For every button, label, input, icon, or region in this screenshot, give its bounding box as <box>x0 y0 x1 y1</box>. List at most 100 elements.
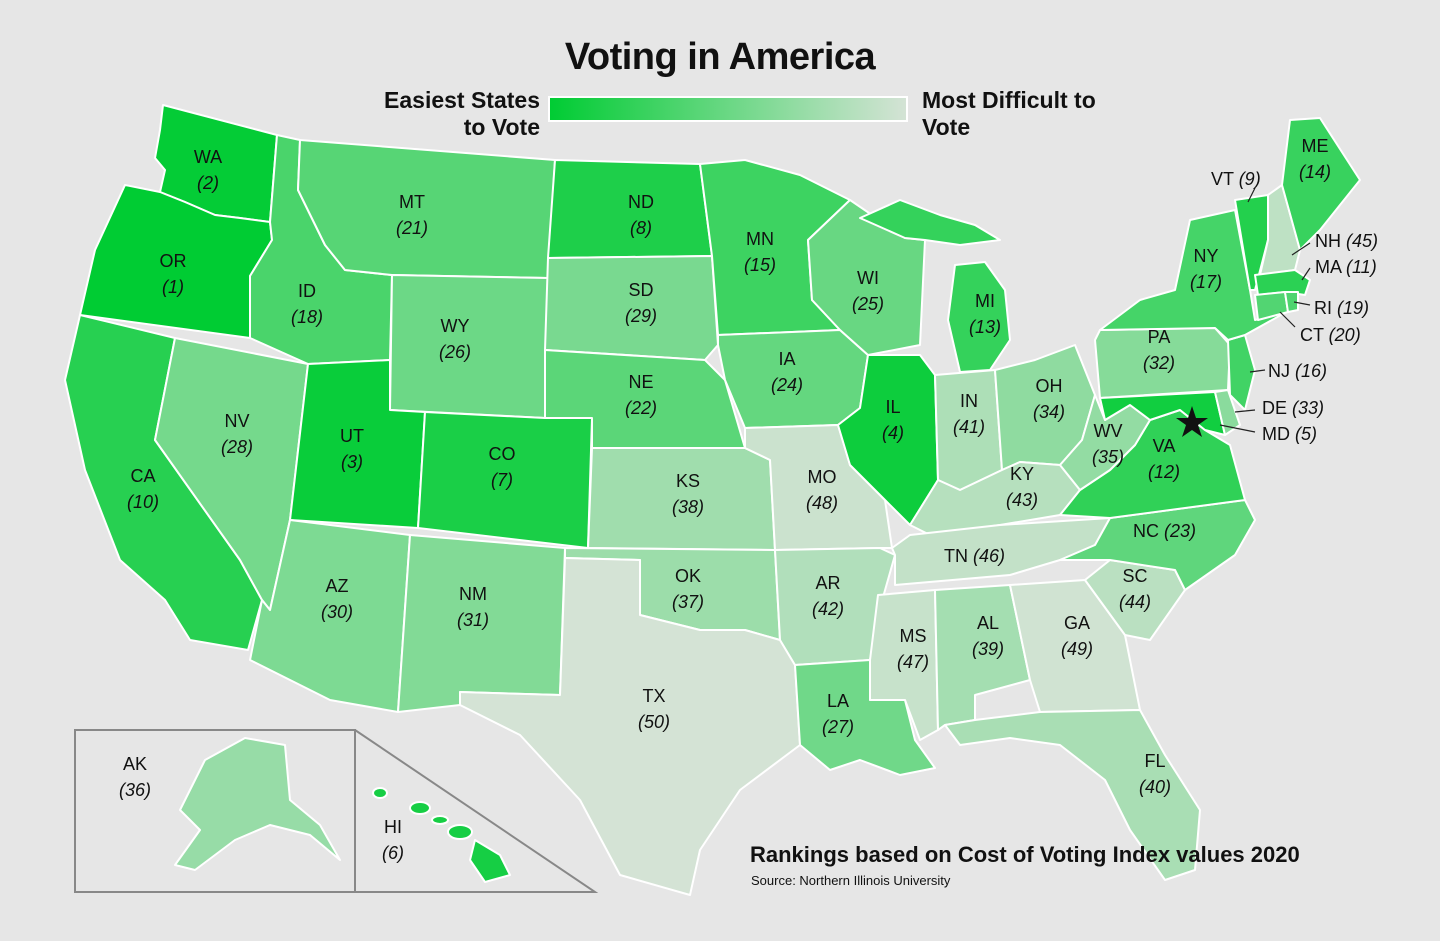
state-FL <box>944 709 1201 881</box>
state-rank-ca: (10) <box>127 492 159 512</box>
state-label-ms: MS <box>900 626 927 646</box>
state-label-ut: UT <box>340 426 364 446</box>
state-rank-pa: (32) <box>1143 353 1175 373</box>
state-label-mo: MO <box>808 467 837 487</box>
state-rank-wi: (25) <box>852 294 884 314</box>
state-label-fl: FL <box>1144 751 1165 771</box>
state-DE <box>1214 389 1241 436</box>
legend-hardest-label: Most Difficult to Vote <box>922 87 1096 140</box>
state-label-il: IL <box>885 397 900 417</box>
state-rank-tn: (46) <box>973 546 1005 566</box>
state-WI <box>807 199 926 356</box>
state-label-ny: NY <box>1193 246 1218 266</box>
state-label-or: OR <box>160 251 187 271</box>
state-rank-wy: (26) <box>439 342 471 362</box>
state-rank-ma: (11) <box>1346 257 1377 277</box>
state-label-id: ID <box>298 281 316 301</box>
state-label-hi: HI <box>384 817 402 837</box>
state-rank-ak: (36) <box>119 780 151 800</box>
state-label-oh: OH <box>1036 376 1063 396</box>
state-TX <box>459 557 801 896</box>
state-RI <box>1284 291 1299 313</box>
state-label-ga: GA <box>1064 613 1090 633</box>
state-label-mi: MI <box>975 291 995 311</box>
state-rank-ny: (17) <box>1190 272 1222 292</box>
state-rank-wa: (2) <box>197 173 219 193</box>
state-WV <box>1059 394 1151 491</box>
state-rank-de: (33) <box>1292 398 1324 418</box>
state-label-wa: WA <box>194 147 222 167</box>
state-label-ks: KS <box>676 471 700 491</box>
map-title: Voting in America <box>564 36 876 78</box>
state-rank-la: (27) <box>822 717 854 737</box>
state-label-wy: WY <box>441 316 470 336</box>
state-rank-mi: (13) <box>969 317 1001 337</box>
state-NY <box>1099 209 1291 341</box>
state-rank-ks: (38) <box>672 497 704 517</box>
state-label-ia: IA <box>778 349 795 369</box>
state-rank-nm: (31) <box>457 610 489 630</box>
state-MI <box>947 261 1011 373</box>
state-rank-or: (1) <box>162 277 184 297</box>
state-rank-hi: (6) <box>382 843 404 863</box>
leader-lines <box>1219 187 1311 433</box>
state-rank-ct: (20) <box>1329 325 1361 345</box>
state-label-nm: NM <box>459 584 487 604</box>
state-rank-ar: (42) <box>812 599 844 619</box>
state-label-az: AZ <box>325 576 348 596</box>
state-rank-id: (18) <box>291 307 323 327</box>
state-label-nv: NV <box>224 411 249 431</box>
state-rank-nh: (45) <box>1346 231 1378 251</box>
state-rank-mo: (48) <box>806 493 838 513</box>
state-label-sc: SC <box>1122 566 1147 586</box>
state-label-ca: CA <box>130 466 155 486</box>
state-label-ky: KY <box>1010 464 1034 484</box>
state-rank-nc: (23) <box>1164 521 1196 541</box>
dc-star-icon <box>1176 406 1208 437</box>
state-label-al: AL <box>977 613 999 633</box>
state-label-nh: NH (45) <box>1315 231 1378 251</box>
state-rank-il: (4) <box>882 423 904 443</box>
state-label-sd: SD <box>628 280 653 300</box>
state-rank-sd: (29) <box>625 306 657 326</box>
state-label-ar: AR <box>815 573 840 593</box>
state-label-co: CO <box>489 444 516 464</box>
state-AK <box>174 737 341 871</box>
state-rank-fl: (40) <box>1139 777 1171 797</box>
state-rank-mt: (21) <box>396 218 428 238</box>
inset-frame <box>74 729 599 893</box>
state-label-wi: WI <box>857 268 879 288</box>
state-MI-upper <box>859 199 1001 246</box>
state-label-pa: PA <box>1148 327 1171 347</box>
state-rank-ri: (19) <box>1337 298 1369 318</box>
state-rank-va: (12) <box>1148 462 1180 482</box>
state-label-ok: OK <box>675 566 701 586</box>
state-rank-wv: (35) <box>1092 447 1124 467</box>
state-rank-ia: (24) <box>771 375 803 395</box>
state-label-nj: NJ (16) <box>1268 361 1327 381</box>
state-rank-ne: (22) <box>625 398 657 418</box>
state-rank-co: (7) <box>491 470 513 490</box>
state-rank-oh: (34) <box>1033 402 1065 422</box>
state-label-mn: MN <box>746 229 774 249</box>
state-SD <box>544 255 719 361</box>
state-label-de: DE (33) <box>1262 398 1324 418</box>
legend-easiest-label: Easiest States to Vote <box>384 87 540 140</box>
state-label-mt: MT <box>399 192 425 212</box>
state-label-tx: TX <box>642 686 665 706</box>
state-rank-tx: (50) <box>638 712 670 732</box>
state-label-nd: ND <box>628 192 654 212</box>
state-rank-vt: (9) <box>1239 169 1261 189</box>
state-label-me: ME <box>1302 136 1329 156</box>
state-NC <box>1059 499 1256 591</box>
state-label-va: VA <box>1153 436 1176 456</box>
state-rank-nd: (8) <box>630 218 652 238</box>
footnote: Rankings based on Cost of Voting Index v… <box>750 842 1300 867</box>
state-HI-islands <box>372 787 511 883</box>
state-label-in: IN <box>960 391 978 411</box>
state-label-ne: NE <box>628 372 653 392</box>
state-rank-ok: (37) <box>672 592 704 612</box>
state-rank-az: (30) <box>321 602 353 622</box>
state-rank-mn: (15) <box>744 255 776 275</box>
